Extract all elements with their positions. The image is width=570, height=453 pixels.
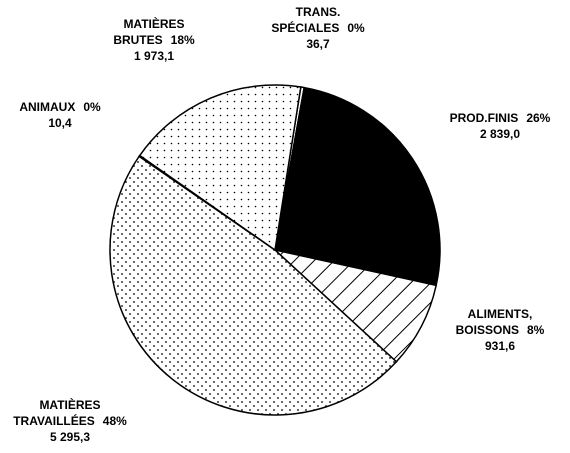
category-line: ALIMENTS, <box>468 307 533 321</box>
percent-label: 18% <box>171 33 195 47</box>
category-line: ANIMAUX <box>19 100 75 114</box>
percent-label: 0% <box>83 100 101 114</box>
value-label: 1 973,1 <box>134 49 174 63</box>
category-line: BOISSONS <box>456 323 519 337</box>
category-line: BRUTES <box>113 33 162 47</box>
slice-label: TRANS. SPÉCIALES 0% 36,7 <box>271 5 365 51</box>
slice-label: ANIMAUX 0% 10,4 <box>19 100 101 130</box>
pie-slice <box>138 84 302 252</box>
percent-label: 8% <box>527 323 545 337</box>
category-line: MATIÈRES <box>123 16 184 31</box>
slice-label: MATIÈRES BRUTES 18% 1 973,1 <box>113 16 195 63</box>
slice-label: PROD.FINIS 26% 2 839,0 <box>450 111 551 141</box>
category-line: PROD.FINIS <box>450 111 519 125</box>
category-line: SPÉCIALES <box>271 20 339 35</box>
value-label: 931,6 <box>485 339 515 353</box>
slice-label: MATIÈRES TRAVAILLÉES 48% 5 295,3 <box>13 397 127 444</box>
percent-label: 26% <box>526 111 550 125</box>
pie-slice <box>109 155 398 416</box>
category-line: MATIÈRES <box>39 397 100 412</box>
percent-label: 0% <box>347 21 365 35</box>
category-line: TRANS. <box>296 5 341 19</box>
slice-label: ALIMENTS, BOISSONS 8% 931,6 <box>456 307 545 353</box>
pie-slice <box>272 248 438 363</box>
value-label: 2 839,0 <box>480 127 520 141</box>
value-label: 10,4 <box>48 116 72 130</box>
category-line: TRAVAILLÉES <box>13 413 95 428</box>
value-label: 36,7 <box>306 37 330 51</box>
percent-label: 48% <box>103 414 127 428</box>
value-label: 5 295,3 <box>50 430 90 444</box>
pie-slice <box>274 86 441 287</box>
